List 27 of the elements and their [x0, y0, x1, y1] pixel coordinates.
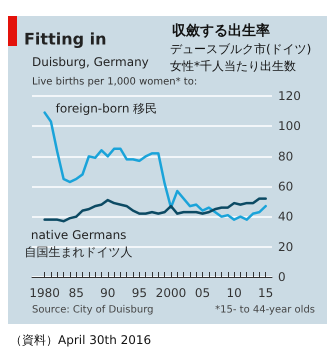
text: （資料）April 30th 2016 — [10, 333, 152, 347]
x-tick-label: 90 — [100, 286, 116, 300]
y-axis-title: Live births per 1,000 women* to: — [32, 76, 198, 88]
y-tick-label: 20 — [278, 240, 294, 254]
series-label: native Germans 自国生まれドイツ人 — [24, 228, 133, 260]
line-series — [43, 197, 267, 222]
chart-subtitle: Duisburg, Germany — [32, 55, 149, 69]
x-tick-label: 10 — [226, 286, 242, 300]
chart-title: Fitting in — [24, 30, 106, 48]
source-note: Source: City of Duisburg — [32, 304, 154, 316]
x-tick-label: 95 — [132, 286, 148, 300]
x-tick-label: 1980 — [29, 286, 60, 300]
y-tick-label: 120 — [278, 89, 301, 103]
x-tick-label: 85 — [68, 286, 84, 300]
y-tick-label: 40 — [278, 210, 294, 224]
text: 女性*千人当たり出生数 — [170, 59, 296, 73]
text: 収斂する出生率 — [172, 22, 270, 39]
y-tick-label: 80 — [278, 149, 294, 164]
text: *15- to 44-year olds — [215, 304, 316, 316]
text: デュースブルク市(ドイツ) — [170, 42, 312, 56]
x-tick-label: 15 — [258, 286, 274, 300]
x-tick-label: 05 — [194, 286, 210, 300]
y-tick-label: 60 — [278, 180, 294, 194]
series-label: foreign-born 移民 — [56, 102, 158, 116]
y-tick-label: 0 — [278, 270, 286, 284]
y-tick-label: 100 — [278, 119, 301, 134]
x-tick-label: 2000 — [156, 286, 186, 300]
